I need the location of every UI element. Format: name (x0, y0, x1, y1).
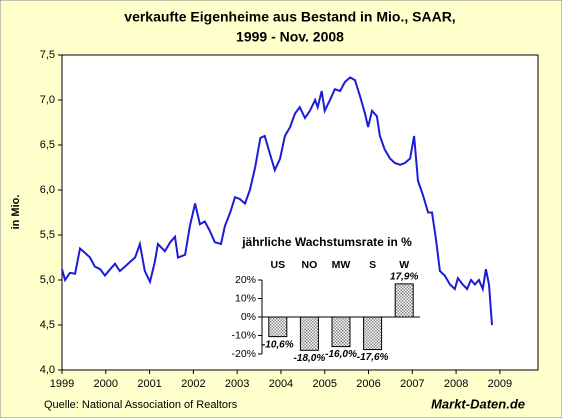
bar (331, 316, 351, 348)
chart-title: verkaufte Eigenheime aus Bestand in Mio.… (124, 9, 455, 25)
chart-subtitle: 1999 - Nov. 2008 (236, 29, 344, 45)
bar (363, 316, 383, 351)
bar (268, 316, 288, 338)
x-tick-label: 2008 (444, 378, 468, 390)
brand: Markt-Daten.de (431, 396, 525, 411)
x-tick-label: 1999 (50, 378, 74, 390)
x-tick-label: 2007 (400, 378, 424, 390)
data-line (61, 76, 493, 326)
y-tick-label: 6,0 (40, 184, 55, 196)
y-tick-label: 6,5 (40, 139, 55, 151)
value-label: -18,0% (294, 353, 326, 364)
x-tick-label: 2001 (137, 378, 161, 390)
bar (299, 316, 319, 351)
x-tick-label: 2003 (225, 378, 249, 390)
value-label: -10,6% (262, 339, 294, 350)
inset-title: jährliche Wachstumsrate in % (241, 235, 412, 249)
x-tick-label: 2005 (312, 378, 336, 390)
category-label: S (369, 259, 376, 271)
x-tick-label: 2004 (269, 378, 293, 390)
category-label: MW (332, 259, 351, 271)
x-tick-label: 2006 (356, 378, 380, 390)
value-label: -16,0% (325, 349, 357, 360)
y-tick-label: 5,0 (40, 274, 55, 286)
y-tick-label: -10% (231, 329, 256, 341)
y-tick-label: 7,5 (40, 49, 55, 61)
y-axis-label: in Mio. (10, 195, 22, 230)
category-label: NO (302, 259, 318, 271)
category-label: US (271, 259, 286, 271)
y-tick-label: 20% (235, 274, 256, 286)
x-tick-label: 2000 (94, 378, 118, 390)
y-tick-label: 4,0 (40, 364, 55, 376)
x-tick-label: 2009 (488, 378, 512, 390)
y-tick-label: 5,5 (40, 229, 55, 241)
value-label: -17,6% (357, 352, 389, 363)
x-tick-label: 2002 (181, 378, 205, 390)
value-label: 17,9% (390, 272, 418, 283)
y-tick-label: -20% (231, 348, 256, 360)
bar (394, 283, 414, 318)
source: Quelle: National Association of Realtors (44, 399, 238, 411)
y-tick-label: 7,0 (40, 94, 55, 106)
category-label: W (399, 259, 409, 271)
y-tick-label: 4,5 (40, 319, 55, 331)
y-tick-label: 10% (235, 292, 256, 304)
y-tick-label: 0% (241, 311, 256, 323)
